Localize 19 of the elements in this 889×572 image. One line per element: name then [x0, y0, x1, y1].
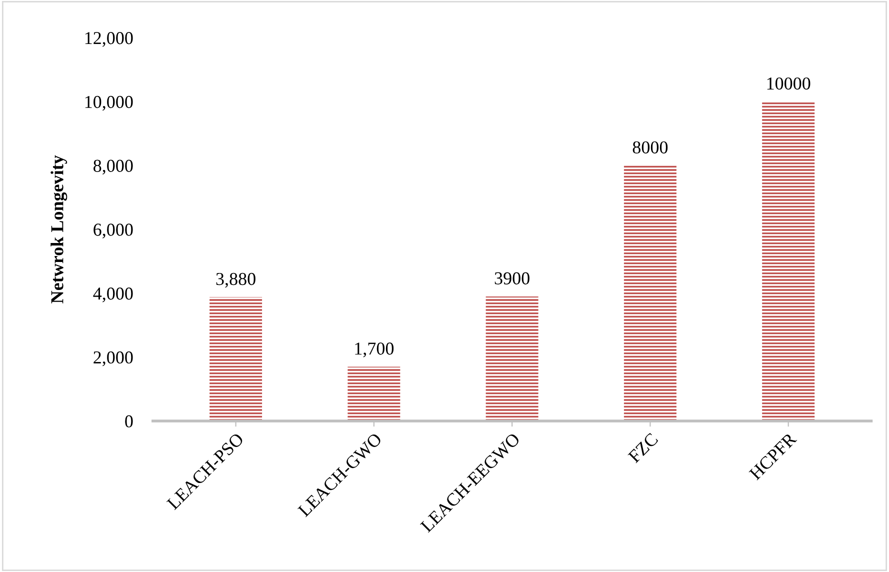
data-label: 3900	[494, 272, 530, 284]
bar	[624, 166, 676, 421]
data-label: 8000	[632, 141, 668, 154]
y-tick-label: 6,000	[94, 224, 133, 238]
y-tick-label: 10,000	[85, 96, 133, 111]
data-label: 3,880	[216, 272, 256, 288]
y-tick-label: 12,000	[85, 32, 133, 47]
bar	[210, 297, 262, 421]
bar	[762, 102, 815, 421]
x-tick-label: FZC	[628, 432, 658, 464]
bar	[348, 366, 400, 421]
y-tick-label: 4,000	[93, 288, 133, 302]
bar	[486, 296, 538, 421]
data-label: 1,700	[355, 342, 394, 358]
data-label: 10000	[767, 77, 810, 90]
y-tick-label: 8,000	[94, 160, 133, 175]
y-tick-label: 2,000	[94, 351, 133, 366]
y-tick-label: 0	[125, 415, 133, 428]
y-axis-title: Netwrok Longevity	[50, 155, 68, 304]
